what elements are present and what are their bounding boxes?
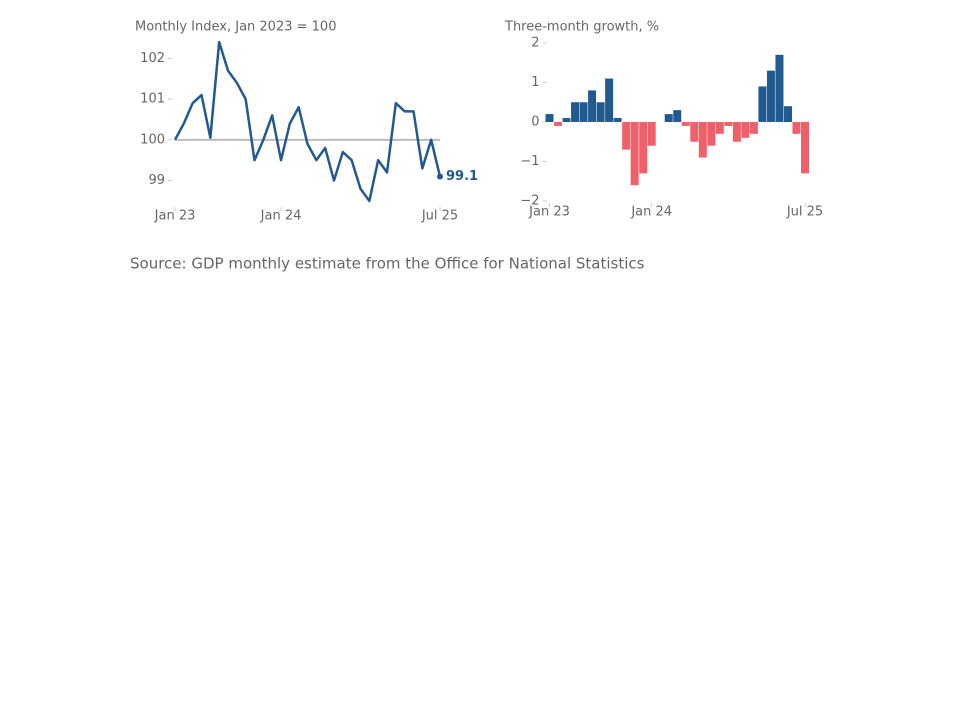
bar — [775, 54, 784, 122]
y-tick-label: 2 — [531, 36, 539, 51]
bar — [724, 122, 733, 126]
bar — [766, 70, 775, 122]
x-tick-label: Jan 24 — [630, 205, 672, 220]
bar — [749, 122, 758, 134]
bar — [605, 78, 614, 122]
bar — [588, 90, 597, 122]
bar — [741, 122, 750, 138]
bar — [664, 114, 673, 122]
chart-title: Monthly Index, Jan 2023 = 100 — [135, 20, 336, 35]
x-tick-label: Jul 25 — [421, 209, 458, 224]
bar — [639, 122, 648, 174]
bar — [707, 122, 716, 146]
bar — [681, 122, 690, 126]
bar — [647, 122, 656, 146]
bar — [545, 114, 554, 122]
bar — [596, 102, 605, 122]
bar — [562, 118, 571, 122]
bar — [571, 102, 580, 122]
y-tick-label: 102 — [140, 51, 165, 66]
chart-title: Three-month growth, % — [504, 20, 659, 35]
y-tick-label: 1 — [531, 75, 539, 90]
bar — [783, 106, 792, 122]
y-tick-label: 0 — [531, 115, 539, 130]
line — [173, 40, 442, 203]
bar — [622, 122, 631, 150]
x-tick-label: Jan 23 — [528, 205, 570, 220]
bar — [690, 122, 699, 142]
bar — [613, 118, 622, 122]
bar — [732, 122, 741, 142]
y-tick-label: 101 — [140, 92, 165, 107]
x-tick-label: Jul 25 — [786, 205, 823, 220]
y-tick-label: −2 — [520, 194, 539, 209]
y-tick-label: 100 — [140, 132, 165, 147]
bar — [630, 122, 639, 186]
data-label: 99.1 — [446, 169, 478, 184]
x-tick-label: Jan 24 — [260, 209, 302, 224]
bar — [579, 102, 588, 122]
bar — [801, 122, 809, 174]
end-point — [437, 173, 443, 180]
bar — [792, 122, 801, 134]
source: Source: GDP monthly estimate from the Of… — [130, 255, 645, 273]
x-tick-label: Jan 23 — [154, 209, 196, 224]
bar — [554, 122, 563, 126]
bar — [758, 86, 767, 122]
bar — [673, 110, 682, 122]
y-tick-label: 99 — [148, 173, 165, 188]
bar — [715, 122, 724, 134]
y-tick-label: −1 — [520, 154, 539, 169]
bar — [698, 122, 707, 158]
